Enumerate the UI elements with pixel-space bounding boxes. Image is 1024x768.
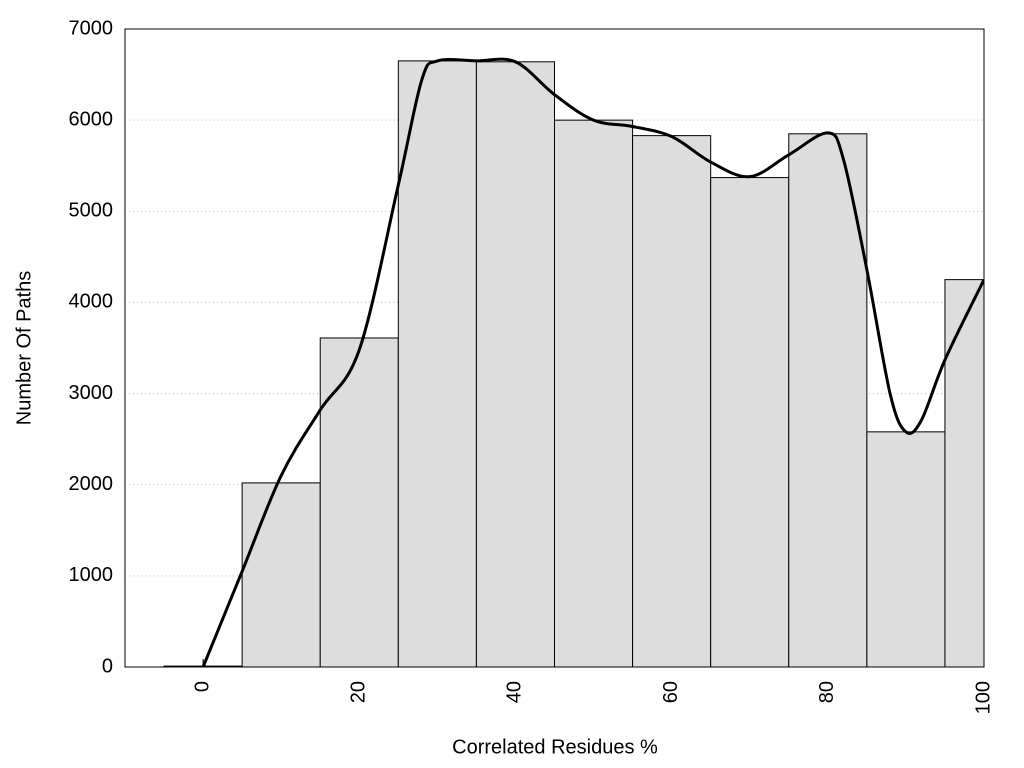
bar xyxy=(475,61,555,667)
x-tick-label: 20 xyxy=(348,681,370,703)
y-axis-title: Number Of Paths xyxy=(13,271,35,426)
bar xyxy=(866,431,946,667)
x-tick-label: 100 xyxy=(972,681,994,714)
y-tick-label: 3000 xyxy=(69,382,114,404)
plot-area xyxy=(163,57,984,667)
y-tick-label: 6000 xyxy=(69,108,114,130)
y-tick-label: 4000 xyxy=(69,291,114,313)
y-tick-label: 1000 xyxy=(69,564,114,586)
bar xyxy=(788,133,868,667)
x-tick-label: 60 xyxy=(660,681,682,703)
bar xyxy=(241,482,321,667)
bar xyxy=(319,337,399,667)
x-tick-label: 40 xyxy=(504,681,526,703)
bar xyxy=(632,135,712,667)
y-tick-label: 7000 xyxy=(69,17,114,39)
y-tick-label: 5000 xyxy=(69,200,114,222)
x-tick-label: 80 xyxy=(816,681,838,703)
bar xyxy=(710,177,790,667)
density-curve xyxy=(201,57,984,667)
y-tick-label: 2000 xyxy=(69,473,114,495)
y-tick-label: 0 xyxy=(102,655,113,677)
bar xyxy=(554,119,634,667)
x-tick-label: 0 xyxy=(191,681,213,692)
x-axis-title: Correlated Residues % xyxy=(452,736,658,758)
bar xyxy=(397,60,477,667)
plot-frame xyxy=(124,28,985,668)
